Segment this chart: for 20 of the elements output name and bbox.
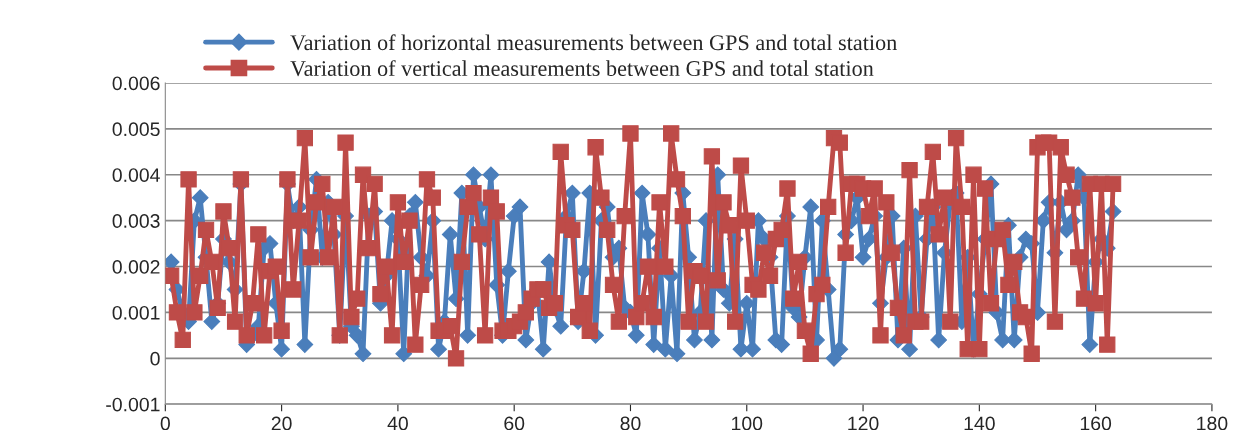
x-tick-label: 180 — [1197, 416, 1228, 430]
y-tick-label: 0.006 — [112, 76, 160, 91]
y-tick-label: 0.004 — [112, 168, 160, 182]
x-tick-label: 160 — [1080, 416, 1112, 430]
x-tick-label: 40 — [387, 416, 408, 430]
x-tick-label: 120 — [848, 416, 879, 430]
y-tick-label: 0.003 — [112, 214, 160, 228]
y-tick-label: -0.001 — [106, 397, 160, 412]
y-tick-label: 0.005 — [112, 122, 160, 137]
x-tick-label: 60 — [504, 416, 525, 430]
x-tick-label: 0 — [160, 416, 170, 430]
x-tick-label: 140 — [964, 416, 995, 430]
y-tick-label: 0.002 — [112, 260, 160, 274]
x-tick-label: 20 — [271, 416, 292, 430]
legend-label: Variation of vertical measurements between GPS and total station — [290, 60, 874, 77]
y-tick-label: 0 — [150, 351, 160, 366]
legend-label: Variation of horizontal measurements between GPS and total station — [290, 34, 897, 51]
x-tick-label: 80 — [620, 416, 641, 430]
x-tick-label: 100 — [732, 416, 763, 430]
y-tick-label: 0.001 — [112, 305, 160, 320]
